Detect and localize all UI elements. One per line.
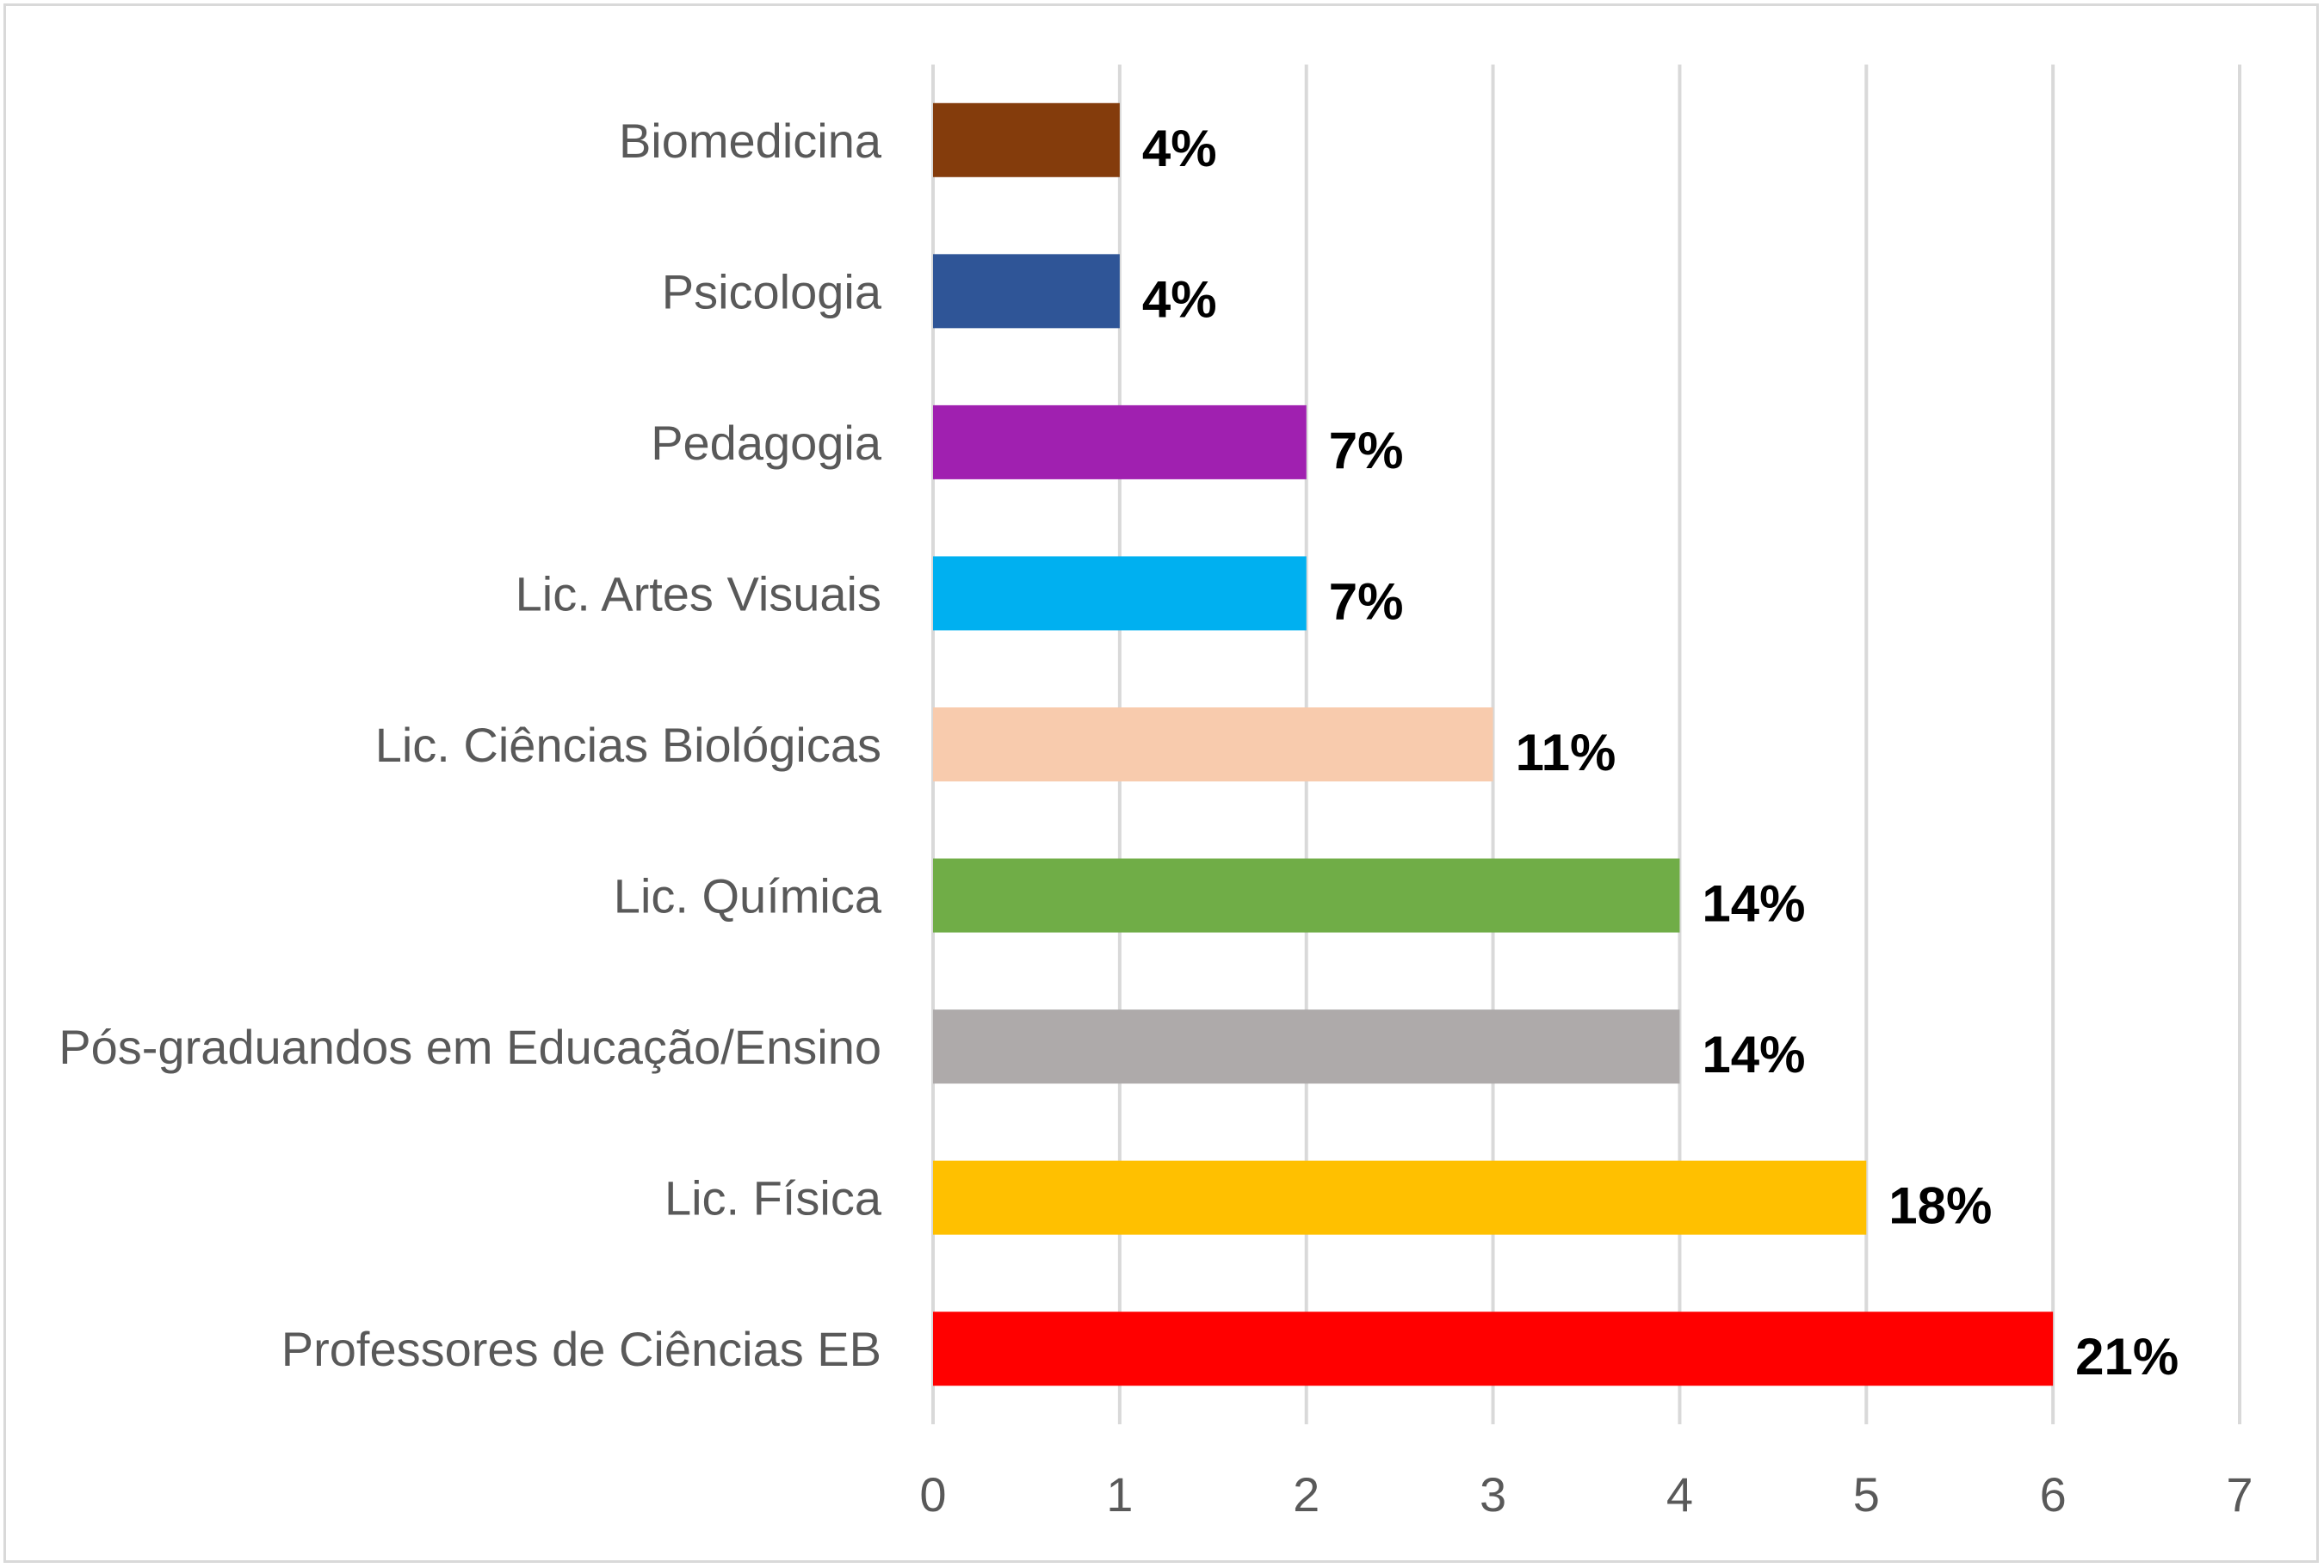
data-label: 7%	[1329, 572, 1404, 630]
chart-frame	[3, 3, 2319, 1563]
bar	[933, 1009, 1680, 1084]
x-tick-label: 2	[1293, 1467, 1320, 1522]
category-label: Professores de Ciências EB	[281, 1322, 881, 1376]
data-labels: 4% 4% 7% 7% 11% 14% 14% 18% 21%	[1142, 120, 2179, 1386]
x-tick-label: 3	[1480, 1467, 1506, 1522]
category-label: Psicologia	[662, 264, 882, 318]
data-label: 14%	[1702, 875, 1805, 933]
bar	[933, 556, 1307, 631]
bar	[933, 707, 1493, 781]
bar	[933, 404, 1307, 479]
category-label: Pós-graduandos em Educação/Ensino	[59, 1020, 881, 1074]
data-label: 4%	[1142, 120, 1217, 177]
x-tick-label: 5	[1853, 1467, 1880, 1522]
bar	[933, 1160, 1867, 1235]
x-tick-label: 1	[1106, 1467, 1133, 1522]
category-labels: Biomedicina Psicologia Pedagogia Lic. Artes…	[59, 114, 882, 1376]
data-label: 14%	[1702, 1026, 1805, 1083]
x-tick-label: 7	[2226, 1467, 2253, 1522]
data-label: 4%	[1142, 270, 1217, 328]
category-label: Pedagogia	[651, 416, 882, 470]
category-label: Lic. Ciências Biológicas	[375, 718, 881, 772]
data-label: 18%	[1888, 1177, 1992, 1235]
x-axis-tick-labels: 0 1 2 3 4 5 6 7	[919, 1467, 2253, 1522]
data-label: 7%	[1329, 422, 1404, 479]
data-label: 21%	[2075, 1328, 2179, 1386]
category-label: Lic. Física	[664, 1171, 882, 1225]
category-label: Lic. Artes Visuais	[516, 566, 881, 620]
x-tick-label: 6	[2040, 1467, 2067, 1522]
x-tick-label: 4	[1666, 1467, 1693, 1522]
bar	[933, 254, 1120, 329]
data-label: 11%	[1516, 724, 1616, 781]
category-label: Biomedicina	[619, 114, 882, 168]
category-label: Lic. Química	[614, 869, 882, 923]
bar	[933, 858, 1680, 933]
x-tick-label: 0	[919, 1467, 946, 1522]
bars	[933, 102, 2054, 1386]
bar	[933, 102, 1120, 177]
bar	[933, 1312, 2054, 1386]
